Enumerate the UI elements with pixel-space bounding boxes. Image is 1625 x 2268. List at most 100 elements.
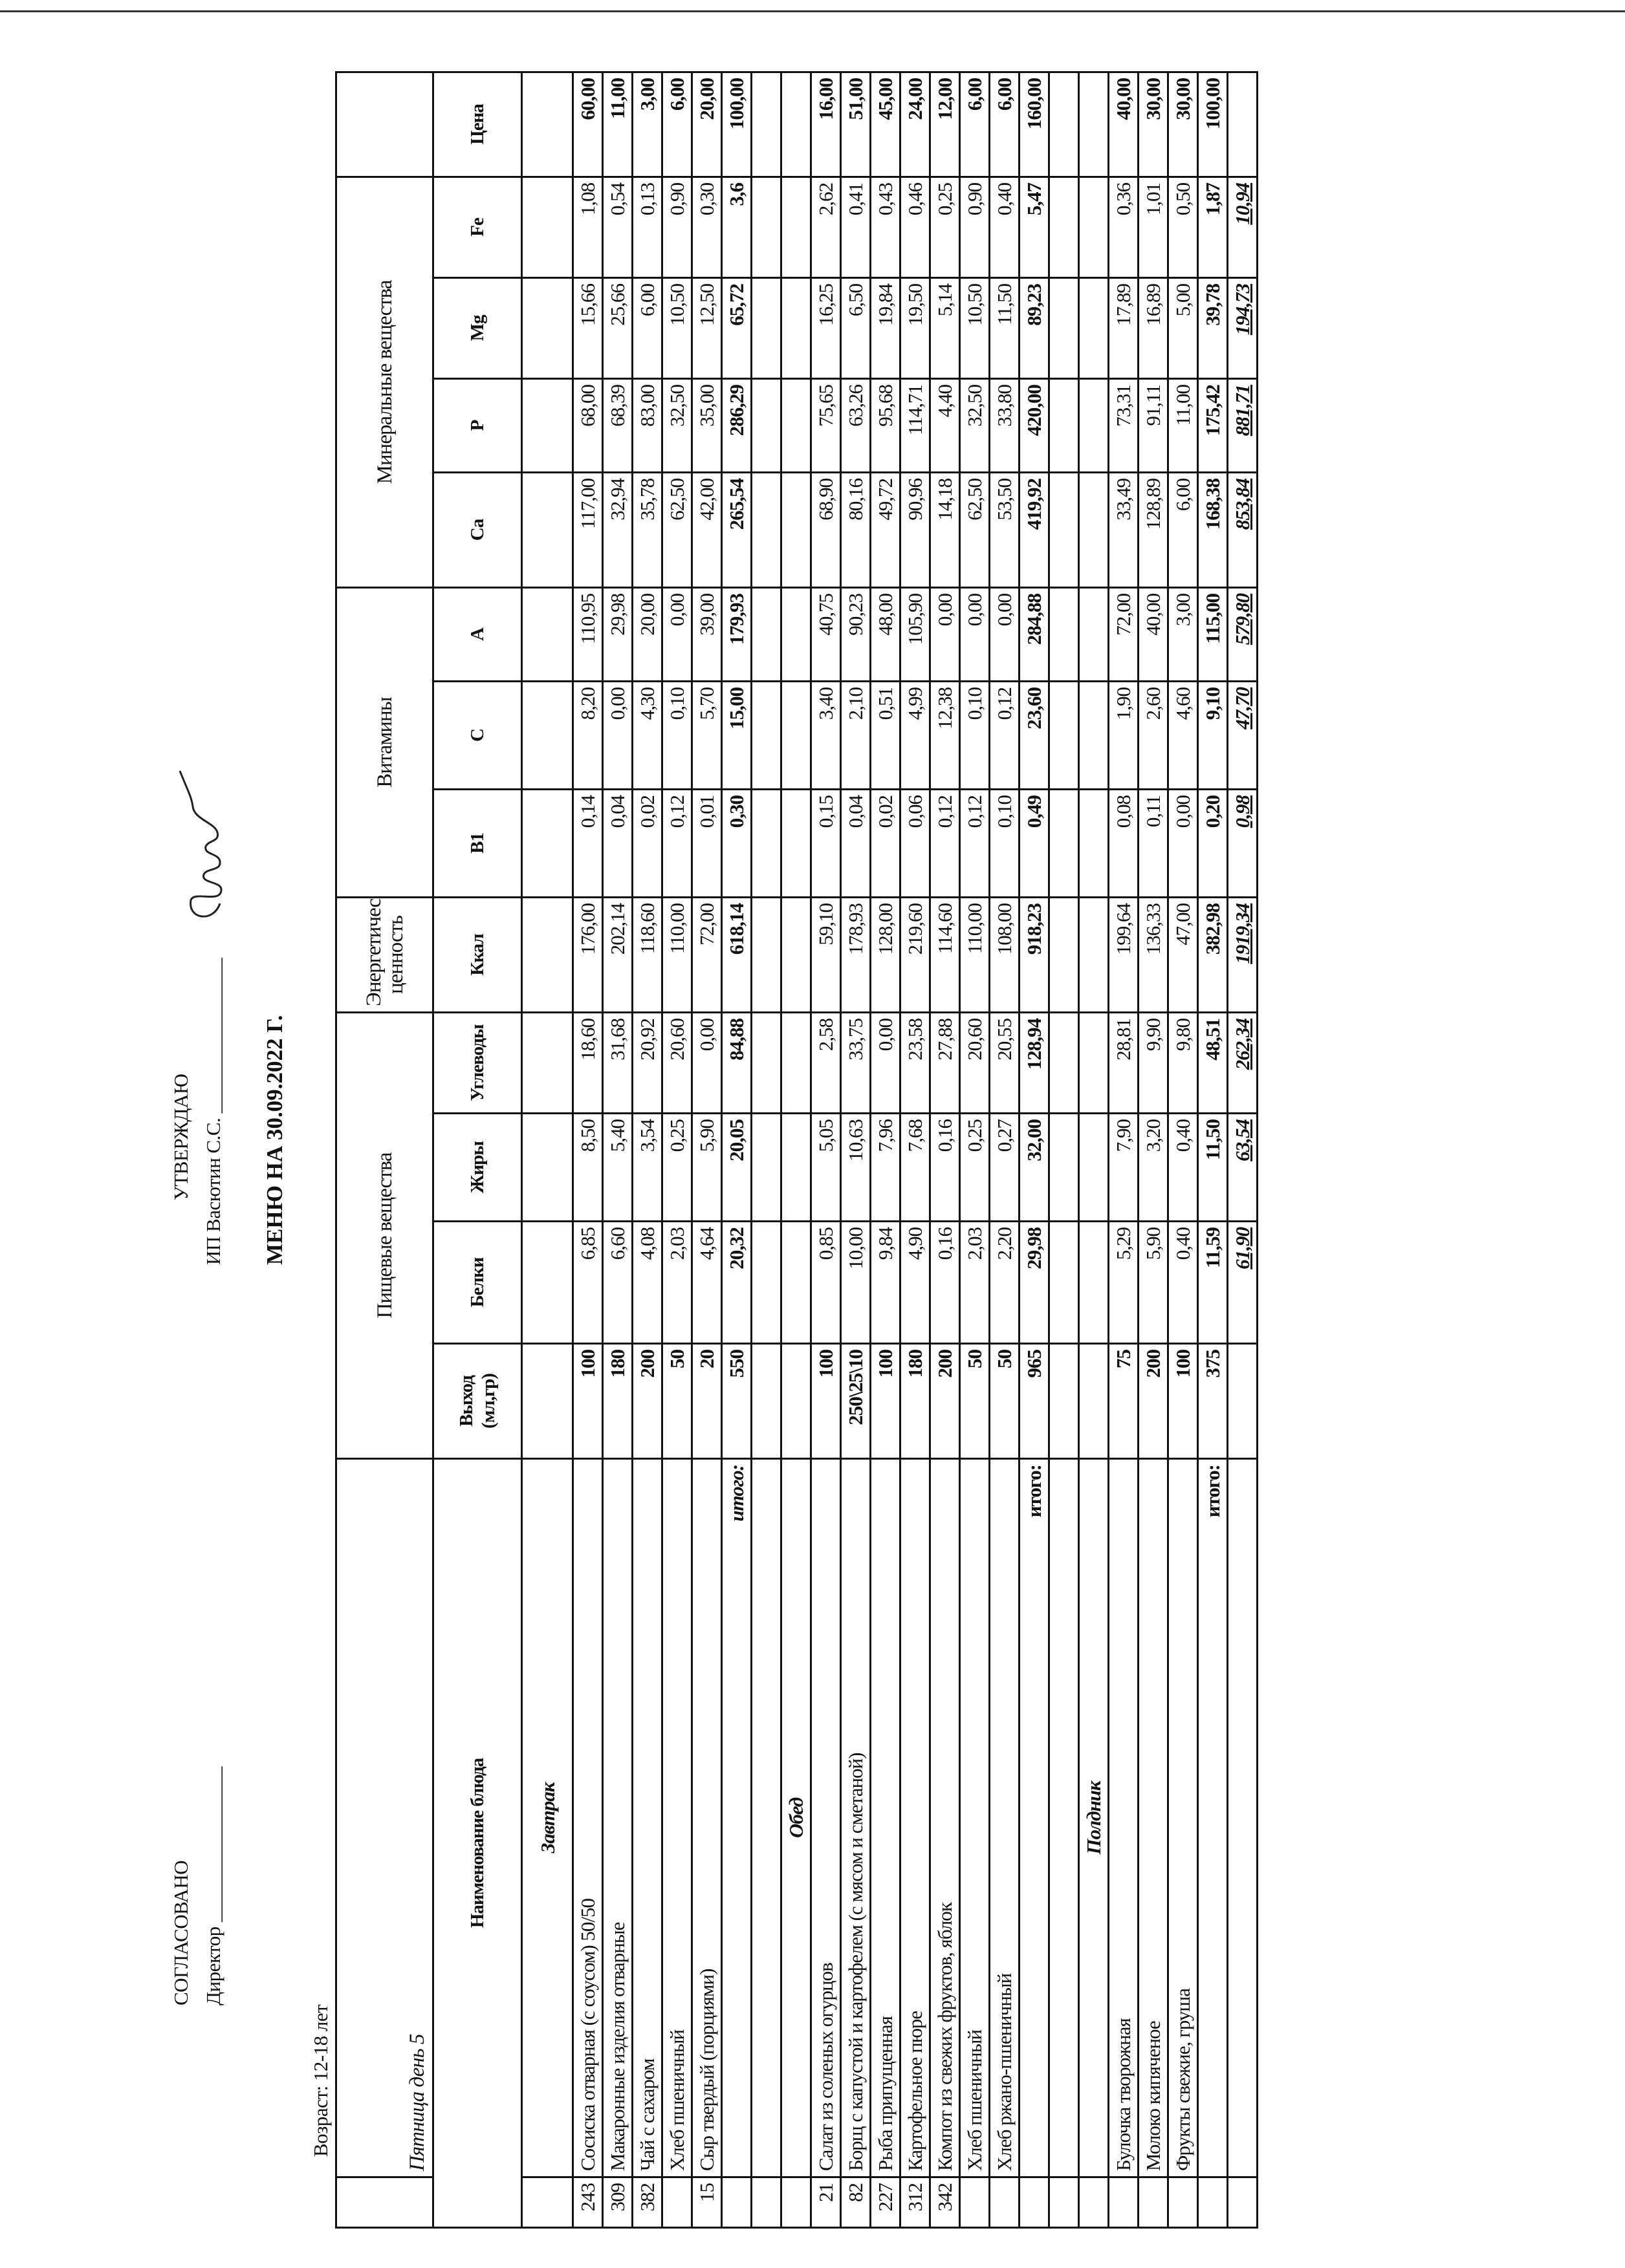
empty-cell [1049,1458,1079,2177]
value-cell: 0,40 [1168,1221,1198,1344]
value-cell: 0,25 [930,177,960,278]
value-cell: 11,00 [602,72,633,177]
value-cell: 110,00 [959,897,990,1013]
value-cell: 6,60 [602,1221,633,1344]
empty-cell [1078,378,1109,473]
dish-yield: 50 [989,1343,1020,1459]
value-cell: 0,00 [602,681,633,790]
table-row: 312 Картофельное пюре 180 4,90 7,68 23,58 219,… [900,72,930,2228]
dish-yield: 100 [870,1343,900,1459]
column-header: Выход (мл,гр) [433,1343,522,1459]
dish-name: Рыба припущенная [870,1458,900,2177]
total-value: 420,00 [1019,378,1049,473]
total-value: 20,05 [721,1113,752,1222]
empty-cell [1078,1343,1109,1459]
empty-cell [1049,789,1079,898]
column-header: Ккал [433,897,522,1013]
dish-yield: 20 [692,1343,722,1459]
empty-cell [1078,2177,1109,2228]
empty-cell [781,72,811,177]
value-cell: 28,81 [1108,1012,1139,1114]
grand-total-value: 881,71 [1227,378,1258,473]
total-value: 168,38 [1197,472,1228,588]
header-code-cell [336,2177,433,2228]
value-cell: 0,00 [1168,789,1198,898]
dish-yield: 180 [900,1343,930,1459]
value-cell: 0,14 [573,789,603,898]
value-cell: 128,89 [1138,472,1168,588]
empty-cell [1078,1113,1109,1222]
section-title: Полдник [1078,1458,1109,2177]
value-cell: 32,94 [602,472,633,588]
value-cell: 0,04 [840,789,871,898]
value-cell: 19,84 [870,277,900,379]
empty-cell [781,897,811,1013]
value-cell: 33,75 [840,1012,871,1114]
total-value: 32,00 [1019,1113,1049,1222]
empty-cell [781,789,811,898]
empty-cell [1049,897,1079,1013]
dish-yield: 75 [1108,1343,1139,1459]
value-cell: 90,23 [840,587,871,682]
column-header: Fe [433,177,522,278]
empty-cell [1049,681,1079,790]
value-cell: 30,00 [1138,72,1168,177]
empty-cell [781,378,811,473]
empty-cell [1049,2177,1079,2228]
value-cell: 51,00 [840,72,871,177]
value-cell: 3,00 [1168,587,1198,682]
empty-cell [781,1012,811,1114]
empty-cell [751,277,781,379]
dish-name: Хлеб ржано-пшеничный [989,1458,1020,2177]
value-cell: 95,68 [870,378,900,473]
value-cell: 35,00 [692,378,722,473]
empty-cell [1049,72,1079,177]
header-vitamins: Витамины [336,587,433,898]
value-cell: 110,00 [662,897,692,1013]
value-cell: 20,92 [632,1012,662,1114]
empty-cell [1049,277,1079,379]
value-cell: 118,60 [632,897,662,1013]
grand-total-row: 61,90 63,54 262,34 1919,34 0,98 47,70 579,80 85… [1227,72,1258,2228]
total-value: 0,20 [1197,789,1228,898]
value-cell: 0,00 [692,1012,722,1114]
value-cell: 8,50 [573,1113,603,1222]
value-cell: 4,64 [692,1221,722,1344]
grand-total-value: 47,70 [1227,681,1258,790]
grand-total-value: 1919,34 [1227,897,1258,1013]
value-cell: 0,51 [870,681,900,790]
value-cell: 0,54 [602,177,633,278]
total-value: 179,93 [721,587,752,682]
empty-cell [1227,2177,1258,2228]
total-value: 20,32 [721,1221,752,1344]
value-cell: 17,89 [1108,277,1139,379]
value-cell: 6,00 [662,72,692,177]
value-cell: 3,54 [632,1113,662,1222]
value-cell: 49,72 [870,472,900,588]
empty-cell [521,2177,573,2228]
total-value: 918,23 [1019,897,1049,1013]
value-cell: 4,40 [930,378,960,473]
empty-cell [1019,2177,1049,2228]
value-cell: 136,33 [1138,897,1168,1013]
empty-cell [1078,587,1109,682]
value-cell: 0,12 [989,681,1020,790]
value-cell: 6,85 [573,1221,603,1344]
empty-cell [1049,1221,1079,1344]
value-cell: 2,03 [662,1221,692,1344]
grand-total-value: 579,80 [1227,587,1258,682]
value-cell: 0,16 [930,1113,960,1222]
column-header: Углеводы [433,1012,522,1114]
value-cell: 10,63 [840,1113,871,1222]
section-total-row: итого: 550 20,32 20,05 84,88 618,14 0,30 15,00 1… [721,72,752,2228]
grand-total-value: 194,73 [1227,277,1258,379]
column-header: Белки [433,1221,522,1344]
empty-cell [521,1221,573,1344]
value-cell: 3,20 [1138,1113,1168,1222]
value-cell: 32,50 [959,378,990,473]
table-row: 227 Рыба припущенная 100 9,84 7,96 0,00 128,00… [870,72,900,2228]
grand-total-value: 61,90 [1227,1221,1258,1344]
dish-code: 312 [900,2177,930,2228]
dish-code: 15 [692,2177,722,2228]
value-cell: 91,11 [1138,378,1168,473]
